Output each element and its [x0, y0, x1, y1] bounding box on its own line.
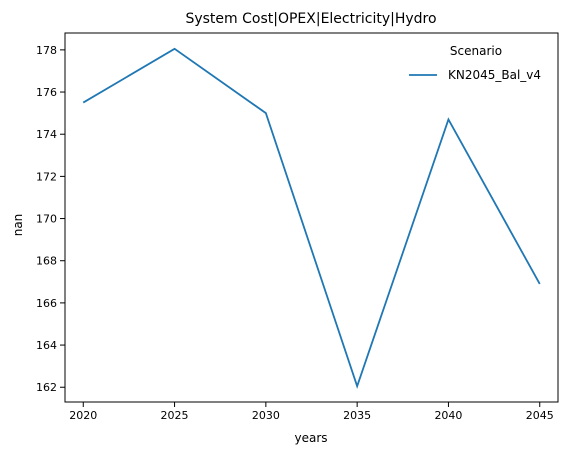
y-tick-label: 178 [36, 44, 57, 57]
x-tick-label: 2030 [252, 409, 280, 422]
chart-title: System Cost|OPEX|Electricity|Hydro [185, 11, 436, 27]
x-axis: 2020 2025 2030 2035 2040 2045 [69, 402, 554, 422]
y-tick-label: 162 [36, 381, 57, 394]
x-tick-label: 2040 [434, 409, 462, 422]
x-axis-label: years [294, 431, 327, 445]
series-layer [82, 47, 541, 389]
y-axis-label: nan [11, 214, 25, 237]
x-tick-label: 2045 [526, 409, 554, 422]
series-line-kn2045-bal-v4 [82, 47, 541, 389]
legend-title: Scenario [450, 44, 502, 58]
legend-label-kn2045-bal-v4: KN2045_Bal_v4 [448, 68, 541, 82]
plot-area [64, 32, 559, 403]
y-tick-label: 172 [36, 170, 57, 183]
legend: Scenario KN2045_Bal_v4 [409, 44, 541, 82]
plot-frame [64, 32, 559, 403]
y-tick-label: 168 [36, 255, 57, 268]
y-tick-label: 174 [36, 128, 57, 141]
y-tick-label: 164 [36, 339, 57, 352]
x-tick-label: 2025 [161, 409, 189, 422]
x-tick-label: 2035 [343, 409, 371, 422]
x-tick-label: 2020 [69, 409, 97, 422]
y-tick-label: 170 [36, 213, 57, 226]
y-tick-label: 166 [36, 297, 57, 310]
y-axis: 162 164 166 168 170 172 174 176 178 [36, 44, 65, 394]
y-tick-label: 176 [36, 86, 57, 99]
